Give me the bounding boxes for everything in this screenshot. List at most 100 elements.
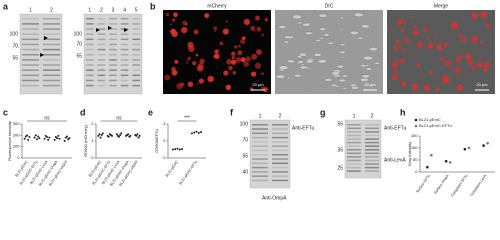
cell (455, 67, 461, 74)
band (347, 170, 361, 172)
cell (471, 65, 478, 71)
cell (361, 74, 370, 79)
x-tick-label: Surface OmpA (433, 173, 450, 195)
cell (275, 74, 285, 79)
data-point (28, 136, 31, 139)
cell (412, 30, 419, 36)
cell (401, 48, 406, 53)
cell (350, 31, 359, 35)
cell (213, 26, 218, 31)
cell (293, 74, 302, 78)
data-point (174, 148, 177, 151)
band (365, 127, 379, 130)
band (43, 23, 60, 25)
band (86, 79, 94, 82)
cell (361, 24, 370, 29)
band (43, 18, 60, 20)
cell (188, 56, 191, 60)
arrow (44, 36, 48, 40)
band (97, 18, 106, 20)
band (97, 64, 106, 66)
band (97, 43, 106, 46)
y-axis-label: OD600 (mCherry) (83, 124, 88, 156)
band (132, 33, 140, 35)
cell (207, 75, 214, 83)
band (43, 64, 60, 66)
cell (485, 23, 491, 28)
band (97, 84, 106, 87)
panel-label: c (3, 107, 8, 117)
lane-label: 4 (123, 7, 126, 13)
cell (298, 52, 307, 57)
band (43, 74, 60, 77)
cell (284, 35, 291, 39)
cell (398, 20, 401, 23)
lane-label: 1 (88, 7, 91, 13)
band (43, 69, 60, 71)
band (347, 163, 361, 165)
y-tick-label: 0 (415, 169, 418, 174)
data-point (101, 132, 104, 135)
cell (212, 55, 216, 58)
band (43, 59, 60, 61)
image-title: DIC (325, 3, 334, 9)
band (132, 18, 140, 20)
marker-label: 70 (12, 43, 18, 49)
band (109, 28, 117, 30)
cell (171, 66, 176, 72)
band (272, 149, 288, 152)
arrow (40, 53, 44, 57)
band (43, 48, 60, 51)
cell (318, 13, 328, 18)
band (347, 156, 361, 158)
cell (438, 42, 442, 45)
marker-label: 35 (337, 147, 343, 153)
cell (290, 25, 294, 27)
band (43, 54, 60, 56)
band (120, 33, 129, 35)
y-tick-label: 2 (91, 121, 94, 126)
cell (264, 17, 269, 22)
cell (188, 45, 195, 52)
y-tick-label: 200 (13, 132, 20, 137)
cell (477, 62, 483, 68)
legend-label: BL21-pEmC (419, 117, 441, 122)
band (132, 79, 140, 82)
band (272, 179, 288, 182)
cell (338, 78, 346, 83)
data-point (138, 134, 141, 137)
data-point (111, 134, 114, 137)
data-point (43, 137, 46, 140)
cell (243, 18, 250, 26)
cell (331, 71, 340, 76)
data-point (181, 148, 184, 151)
band (86, 64, 94, 66)
data-point (107, 135, 110, 138)
arrow (96, 28, 100, 32)
data-point (430, 153, 433, 157)
y-tick-label: 50 (413, 157, 418, 162)
band (120, 54, 129, 56)
cell (325, 41, 329, 44)
cell (222, 28, 229, 35)
cell (242, 36, 246, 40)
band (109, 84, 117, 87)
cell (251, 71, 257, 77)
band (120, 64, 129, 66)
cell (435, 86, 440, 91)
cell (261, 72, 264, 76)
cell (204, 13, 210, 19)
cell (193, 29, 199, 35)
cell (165, 12, 170, 17)
band (132, 69, 140, 71)
data-point (171, 148, 174, 151)
band (347, 152, 361, 155)
band (22, 79, 39, 82)
y-tick-label: 100 (411, 145, 418, 150)
cell (393, 45, 399, 50)
cell (340, 56, 345, 59)
lane-label: 5 (135, 7, 138, 13)
band (365, 163, 379, 165)
cell (223, 70, 229, 76)
cell (467, 60, 473, 66)
